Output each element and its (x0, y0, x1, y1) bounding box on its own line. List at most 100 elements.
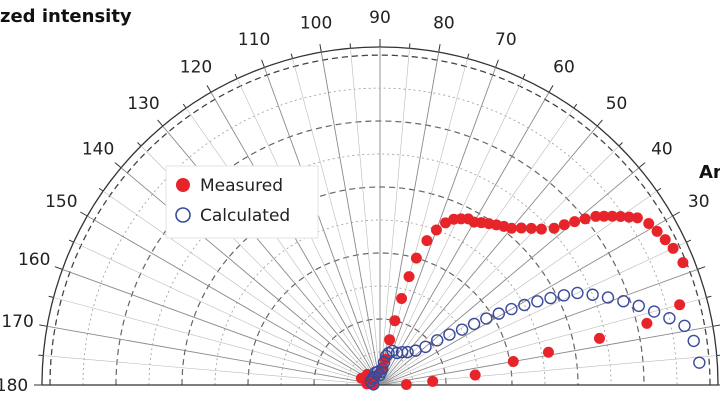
polar-grid (34, 39, 720, 386)
outer-tick (573, 103, 578, 109)
outer-tick (548, 85, 554, 93)
measured-point (598, 210, 610, 222)
measured-point (525, 222, 537, 234)
grid-spoke (263, 67, 381, 386)
measured-point (535, 223, 547, 235)
calculated-point (409, 344, 422, 357)
measured-point (403, 271, 415, 283)
outer-tick (706, 295, 712, 299)
outer-tick (712, 324, 720, 327)
angle-tick-label: 160 (18, 250, 50, 270)
measured-point (593, 332, 605, 344)
angle-tick-label: 80 (433, 14, 455, 34)
angle-tick-label: 30 (688, 192, 710, 212)
measured-point (623, 211, 635, 223)
outer-dashed-ring (49, 54, 711, 386)
grid-spoke (73, 241, 381, 386)
legend-box (165, 165, 319, 239)
calculated-point (505, 302, 518, 316)
angle-tick-label: 170 (1, 312, 33, 332)
outer-tick (39, 324, 48, 327)
calculated-point (647, 305, 661, 318)
measured-point (440, 217, 452, 229)
outer-tick (596, 119, 603, 127)
angle-tick-label: 130 (127, 94, 159, 114)
measured-point (558, 219, 570, 231)
outer-tick (80, 211, 88, 217)
grid-ring (247, 252, 513, 386)
chart-title: zed intensity (0, 6, 132, 27)
calculated-point (467, 317, 481, 331)
outer-tick (697, 266, 706, 270)
outer-tick (618, 142, 623, 147)
calculated-point (367, 378, 380, 391)
calculated-point (518, 298, 531, 312)
grid-spoke (379, 48, 410, 386)
measured-point (651, 225, 663, 237)
calculated-point (678, 319, 691, 333)
calculated-point (632, 299, 645, 313)
calculated-point (586, 288, 599, 301)
measured-point (396, 293, 408, 305)
grid-spoke (379, 52, 440, 386)
outer-tick (182, 103, 187, 109)
measured-point (677, 257, 689, 269)
grid-spoke (185, 107, 381, 386)
grid-spoke (379, 78, 524, 386)
calculated-point (687, 334, 700, 348)
measured-point (579, 213, 591, 225)
data-points (355, 210, 706, 391)
grid-spoke (379, 268, 698, 386)
angle-tick-labels: 180 170 160 150 140 130 120 110 100 90 80 70 60 50 40 3… (0, 8, 710, 396)
angle-tick-label: 70 (495, 30, 517, 50)
angle-tick-label: 110 (238, 30, 270, 50)
calculated-point (693, 356, 706, 369)
measured-point (641, 317, 653, 329)
outer-tick (638, 162, 646, 169)
calculated-point (617, 294, 630, 308)
grid-spoke (102, 190, 381, 386)
grid-spoke (379, 92, 550, 386)
angle-tick-label: 150 (45, 192, 77, 212)
measured-point (400, 379, 412, 391)
outer-tick (206, 85, 212, 93)
measured-point (569, 216, 581, 228)
outer-tick (261, 59, 265, 68)
measured-point (507, 356, 519, 368)
grid-spoke (379, 125, 598, 386)
grid-spoke (120, 167, 381, 386)
measured-point (631, 212, 643, 224)
legend-marker-calculated (175, 207, 191, 223)
measured-point (384, 334, 396, 346)
angle-tick-label: 120 (180, 57, 212, 77)
outer-tick (656, 187, 662, 192)
angle-tick-label: 40 (651, 139, 673, 159)
outer-tick (98, 187, 104, 192)
calculated-point (571, 286, 584, 300)
measured-point (643, 218, 655, 230)
calculated-point (480, 312, 493, 325)
measured-point (469, 369, 481, 381)
angle-axis-label: An (699, 162, 720, 183)
grid-spoke (210, 92, 381, 386)
calculated-point (431, 334, 444, 347)
grid-spoke (379, 58, 468, 386)
measured-point (667, 242, 679, 254)
measured-point (515, 222, 527, 234)
grid-spoke (379, 167, 640, 386)
measured-point (421, 235, 433, 247)
calculated-point (443, 328, 456, 341)
grid-spoke (379, 107, 575, 386)
angle-tick-label: 180 (0, 376, 28, 396)
calculated-point (601, 291, 615, 304)
outer-tick (522, 73, 526, 79)
calculated-point (395, 345, 409, 359)
measured-point (427, 375, 439, 387)
measured-point (542, 346, 554, 358)
measured-point (448, 213, 460, 225)
outer-tick (48, 295, 54, 299)
measured-point (430, 224, 442, 236)
outer-tick (137, 142, 142, 147)
legend: Measured Calculated (165, 165, 319, 239)
calculated-point (364, 375, 377, 388)
